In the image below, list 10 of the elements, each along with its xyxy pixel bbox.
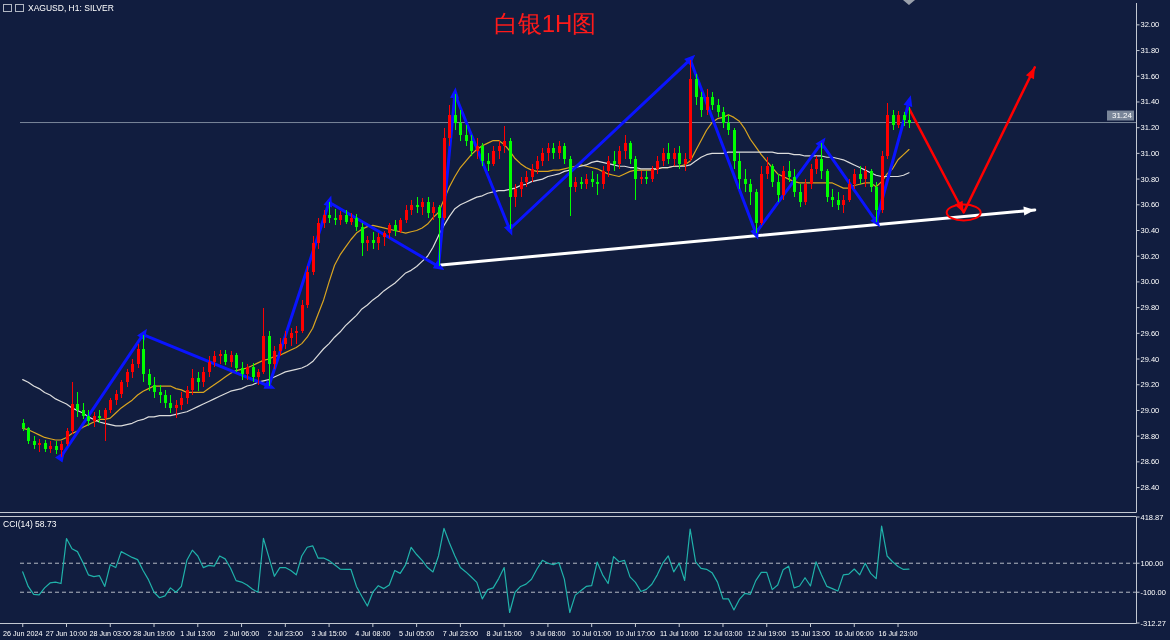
ref-line-label: 31.24	[1111, 111, 1133, 121]
point	[903, 95, 913, 108]
subtitle: XAGUSD, H1: SILVER	[28, 3, 114, 13]
title: 白银1H图	[493, 10, 597, 37]
title: CCI(14) 58.73	[3, 519, 57, 529]
point	[815, 137, 826, 149]
point	[137, 328, 147, 341]
point	[450, 87, 460, 99]
reference-label: 31.24	[1107, 110, 1134, 121]
point	[323, 195, 333, 208]
